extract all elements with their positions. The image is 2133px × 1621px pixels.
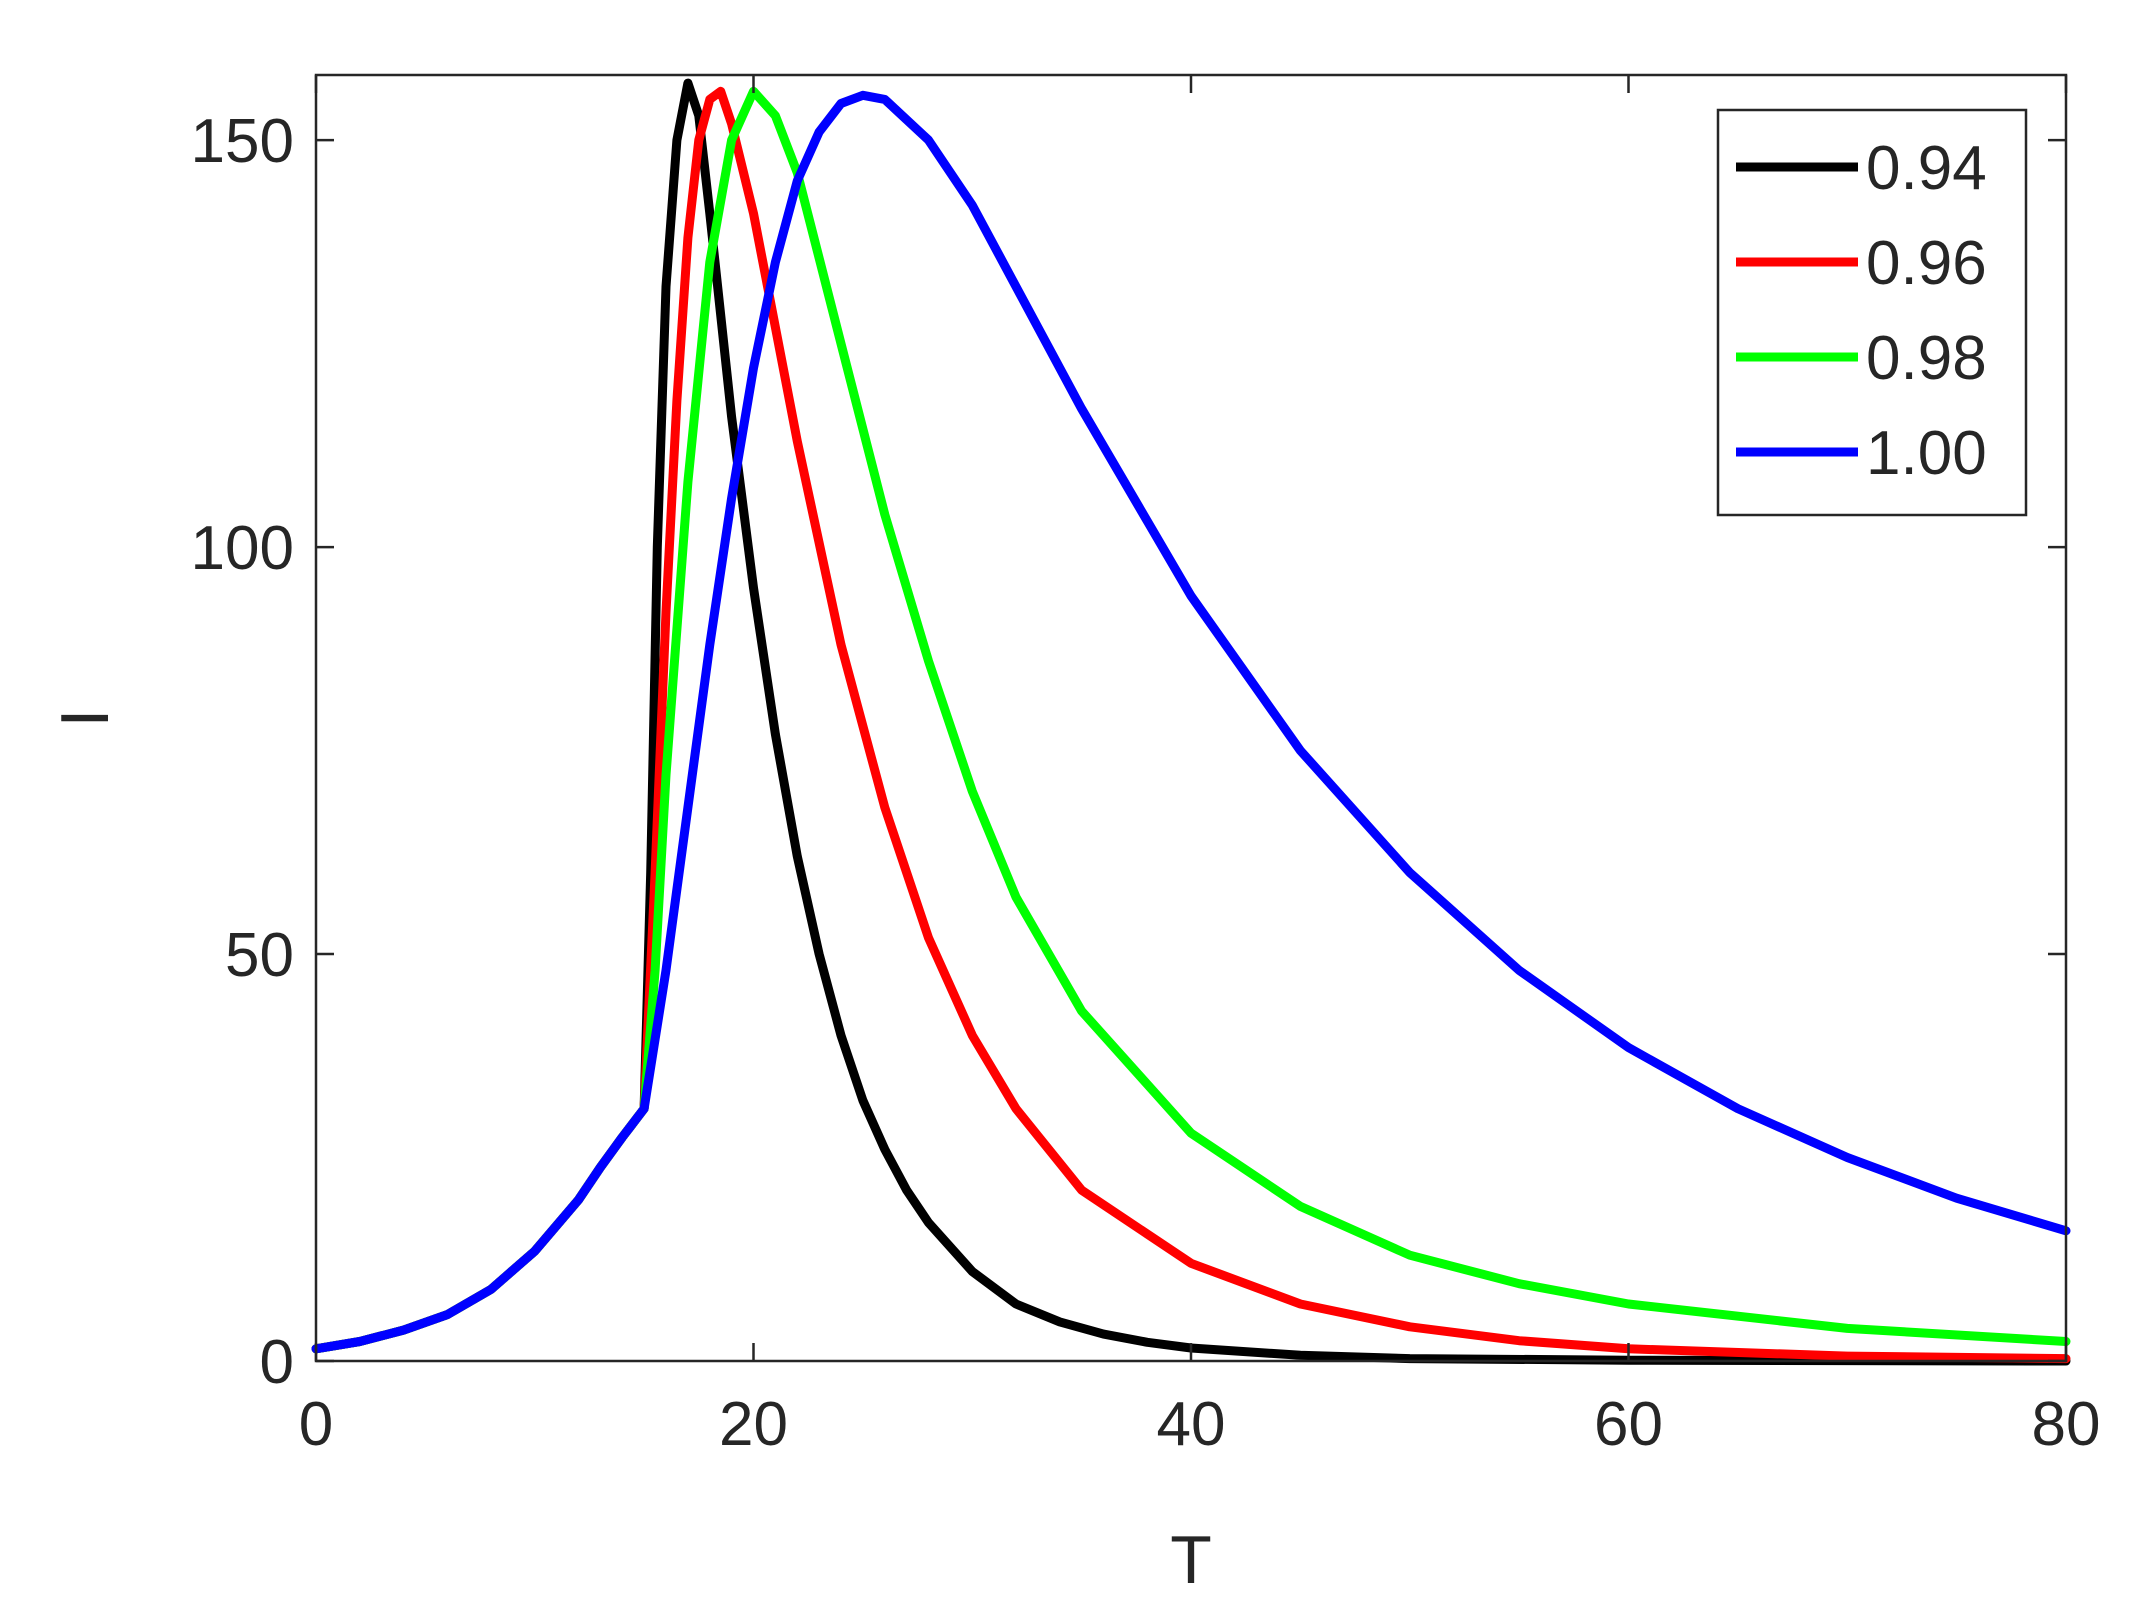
x-tick-label: 20: [719, 1390, 788, 1459]
legend-label: 0.96: [1866, 229, 1987, 298]
x-tick-label: 40: [1157, 1390, 1226, 1459]
legend: 0.94 0.96 0.98 1.00: [1716, 108, 2028, 517]
x-axis-label: T: [1170, 1522, 1212, 1598]
legend-label: 0.94: [1866, 134, 1987, 203]
x-tick-label: 0: [299, 1390, 333, 1459]
y-axis-label: I: [47, 709, 123, 728]
tick-layer: 0 20 40 60 80 0 50 100 150: [191, 75, 2101, 1459]
legend-label: 1.00: [1866, 419, 1987, 488]
y-tick-label: 0: [260, 1328, 294, 1397]
legend-label: 0.98: [1866, 324, 1987, 393]
x-tick-label: 80: [2032, 1390, 2101, 1459]
x-tick-label: 60: [1594, 1390, 1663, 1459]
y-tick-label: 150: [191, 107, 294, 176]
y-tick-label: 100: [191, 514, 294, 583]
y-tick-label: 50: [225, 921, 294, 990]
series-line-1-00: [311, 90, 2071, 1354]
